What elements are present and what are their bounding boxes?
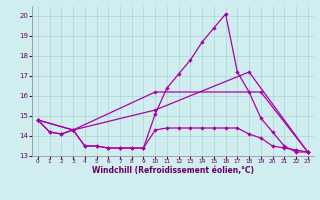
X-axis label: Windchill (Refroidissement éolien,°C): Windchill (Refroidissement éolien,°C) [92,166,254,175]
